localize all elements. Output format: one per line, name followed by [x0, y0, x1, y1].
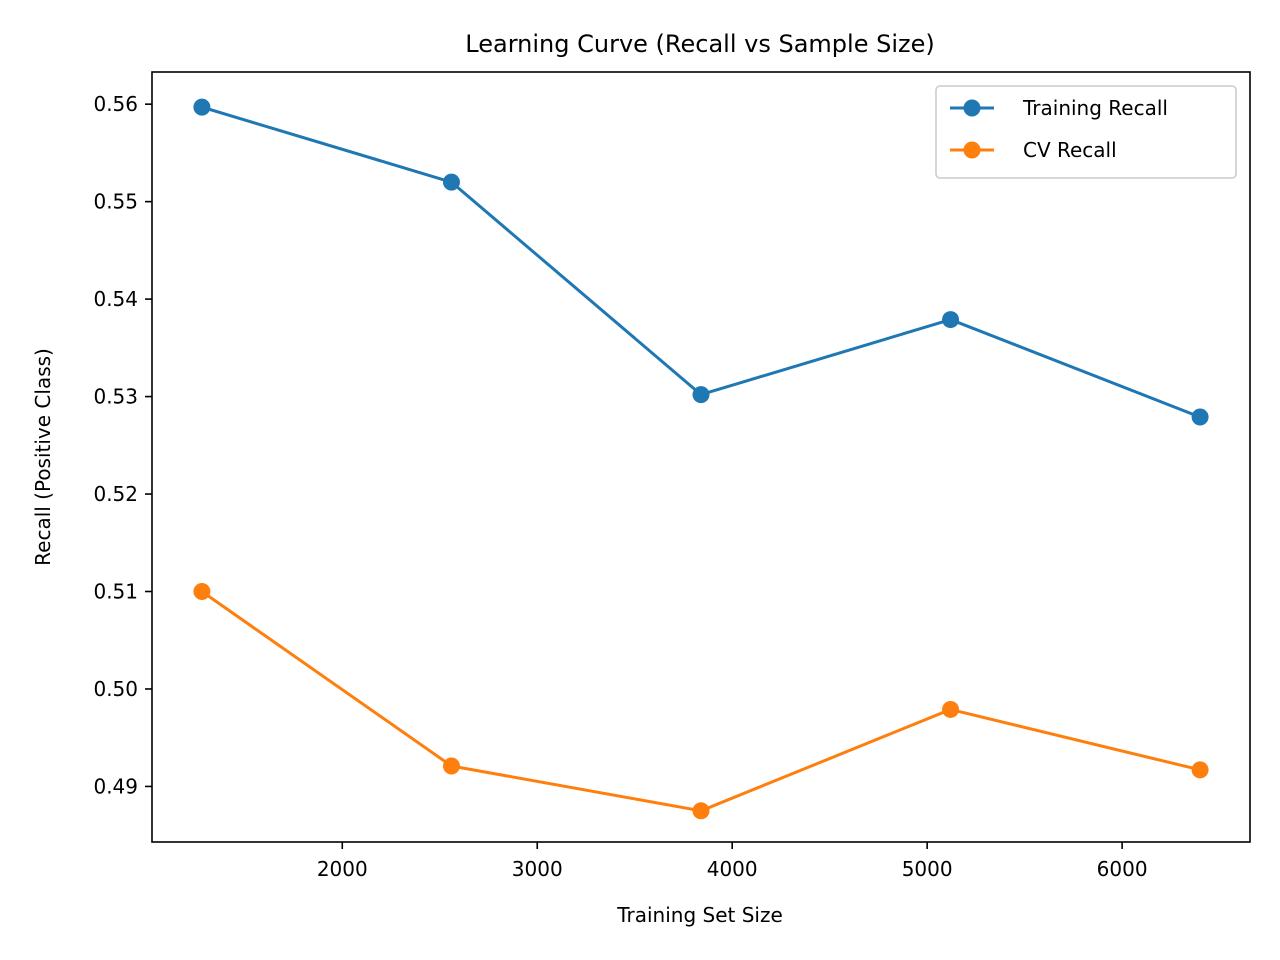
legend-marker-training-recall	[963, 99, 981, 117]
y-tick-label-6: 0.55	[93, 190, 138, 214]
legend-label-training-recall: Training Recall	[1022, 96, 1168, 120]
y-tick-label-3: 0.52	[93, 482, 138, 506]
data-point-cv-recall-3	[942, 700, 960, 718]
legend-marker-cv-recall	[963, 141, 981, 159]
x-tick-label-3: 5000	[902, 857, 953, 881]
data-point-cv-recall-2	[692, 802, 710, 820]
data-point-training-recall-3	[942, 311, 960, 329]
y-tick-label-7: 0.56	[93, 92, 138, 116]
y-tick-label-0: 0.49	[93, 774, 138, 798]
data-point-cv-recall-1	[442, 757, 460, 775]
x-tick-label-4: 6000	[1097, 857, 1148, 881]
y-tick-label-5: 0.54	[93, 287, 138, 311]
data-point-training-recall-2	[692, 386, 710, 404]
legend-box	[935, 85, 1237, 179]
x-tick-label-2: 4000	[707, 857, 758, 881]
data-point-training-recall-0	[193, 98, 211, 116]
y-tick-label-1: 0.50	[93, 677, 138, 701]
x-tick-label-0: 2000	[317, 857, 368, 881]
y-axis-label: Recall (Positive Class)	[31, 348, 55, 566]
y-tick-label-4: 0.53	[93, 385, 138, 409]
legend-label-cv-recall: CV Recall	[1023, 138, 1117, 162]
data-point-training-recall-1	[442, 173, 460, 191]
x-tick-label-1: 3000	[512, 857, 563, 881]
plot-area: 2000 3000 4000 5000 6000 0.49 0.50 0.51 0.52 0.53…	[93, 71, 1251, 881]
axes-frame	[151, 71, 1251, 843]
data-point-cv-recall-0	[193, 583, 211, 601]
legend: Training Recall CV Recall	[935, 85, 1237, 179]
y-tick-label-2: 0.51	[93, 580, 138, 604]
data-point-training-recall-4	[1191, 408, 1209, 426]
x-axis-label: Training Set Size	[616, 903, 783, 927]
chart-title: Learning Curve (Recall vs Sample Size)	[465, 30, 934, 58]
data-point-cv-recall-4	[1191, 761, 1209, 779]
